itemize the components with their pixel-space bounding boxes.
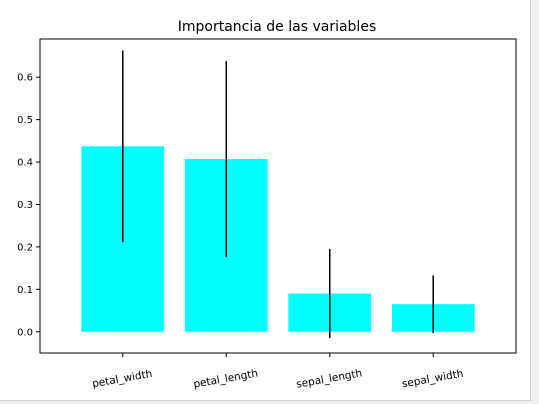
y-tick-label: 0.6 <box>17 73 33 84</box>
x-tick-label: sepal_length <box>295 367 363 390</box>
y-tick-label: 0.3 <box>17 200 33 211</box>
chart-title: Importancia de las variables <box>178 19 376 35</box>
chart-figure: Importancia de las variables 0.0 0.1 0.2 0.… <box>0 0 531 401</box>
errorbars-layer <box>122 50 434 339</box>
y-axis: 0.0 0.1 0.2 0.3 0.4 0.5 0.6 <box>17 73 40 338</box>
x-tick-label: petal_length <box>193 367 259 390</box>
x-axis: petal_width petal_length sepal_length sepal… <box>91 353 464 391</box>
y-tick-label: 0.0 <box>17 327 33 338</box>
window-edge <box>531 0 539 403</box>
bar-chart: Importancia de las variables 0.00.10.20.… <box>17 19 517 391</box>
y-tick-label: 0.1 <box>17 285 33 296</box>
y-tick-label: 0.5 <box>17 115 33 126</box>
plot-frame <box>39 38 517 354</box>
x-tick-label: petal_width <box>91 368 153 390</box>
bars-layer <box>81 146 475 332</box>
y-tick-label: 0.2 <box>17 242 33 253</box>
y-tick-label: 0.4 <box>17 158 33 169</box>
x-tick-label: sepal_width <box>401 368 464 391</box>
